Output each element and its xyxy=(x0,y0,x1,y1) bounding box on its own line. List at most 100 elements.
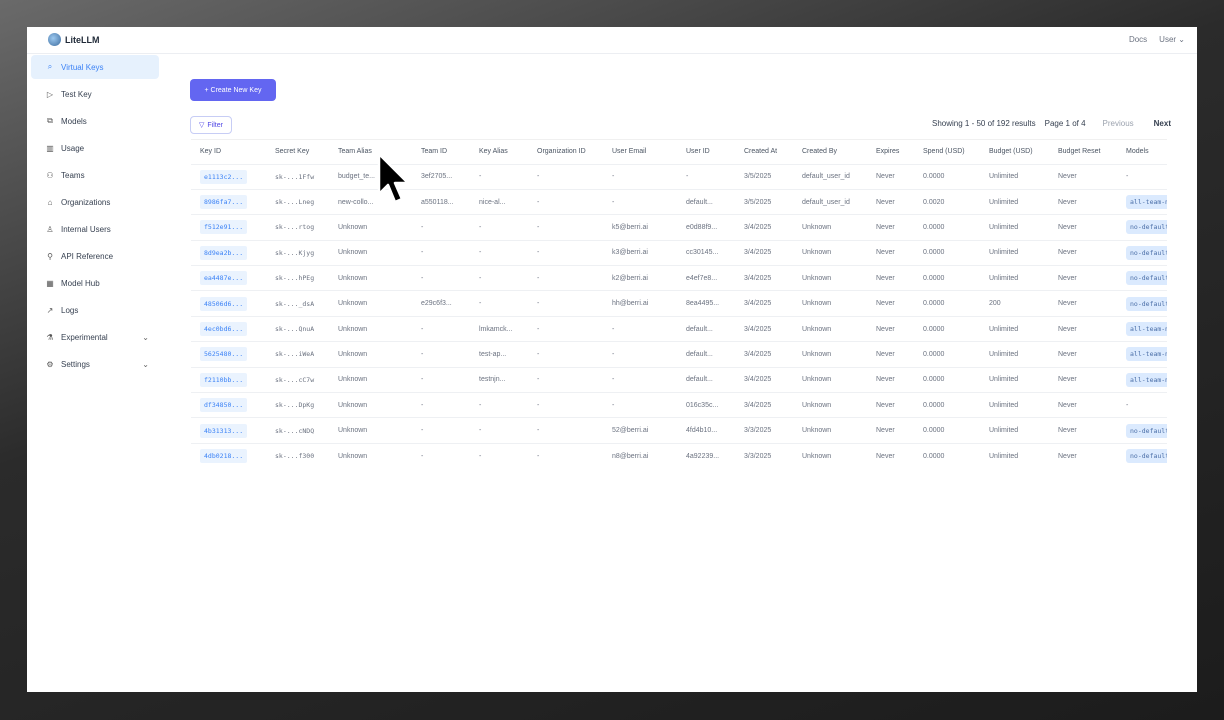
column-header[interactable]: Key ID xyxy=(200,148,222,156)
table-row[interactable]: ea4487e... sk-...hPEg Unknown - - - k2@berri.a… xyxy=(191,265,1167,291)
cell-value: lmkamck... xyxy=(479,325,513,333)
table-cell: sk-...hPEg xyxy=(266,265,329,291)
table-row[interactable]: 4ec0bd6... sk-...QnuA Unknown - lmkamck... - -… xyxy=(191,315,1167,342)
sidebar-item-test-key[interactable]: ▷ Test Key xyxy=(31,82,159,106)
logo[interactable]: LiteLLM xyxy=(48,33,100,46)
column-header[interactable]: Expires xyxy=(876,148,900,156)
key-id-link[interactable]: 5625480... xyxy=(200,347,248,362)
key-id-link[interactable]: 8986fa7... xyxy=(200,195,248,210)
key-id-link[interactable]: e1113c2... xyxy=(200,169,248,184)
table-cell: Unlimited xyxy=(980,366,1049,393)
table-row[interactable]: 8986fa7... sk-...Lneg new-collo... a550118.… xyxy=(191,188,1167,215)
sidebar-item-organizations[interactable]: ⌂ Organizations xyxy=(31,190,159,214)
user-menu[interactable]: User ⌄ xyxy=(1159,35,1185,44)
cell-value: Never xyxy=(1058,198,1077,206)
sidebar-item-api-reference[interactable]: ⚲ API Reference xyxy=(31,244,159,268)
table-row[interactable]: f512e91... sk-...rtog Unknown - - - k5@berri.a… xyxy=(191,214,1167,241)
sidebar-item-virtual-keys[interactable]: ⌕ Virtual Keys xyxy=(31,55,159,79)
cell-value: - xyxy=(612,325,615,333)
table-cell: Never xyxy=(1049,290,1117,317)
filter-button[interactable]: ▽ Filter xyxy=(190,116,232,134)
cell-value: k5@berri.ai xyxy=(612,223,648,231)
cell-value: Unknown xyxy=(802,350,832,358)
table-cell: - xyxy=(603,315,677,342)
key-id-link[interactable]: 4b31313... xyxy=(200,423,248,438)
key-id-link[interactable]: f2110bb... xyxy=(200,372,248,387)
cell-value: 3/4/2025 xyxy=(744,300,772,308)
sidebar-item-logs[interactable]: ↗ Logs xyxy=(31,298,159,322)
column-header[interactable]: User ID xyxy=(686,148,710,156)
cell-value: Unlimited xyxy=(989,350,1019,358)
previous-button[interactable]: Previous xyxy=(1102,119,1134,128)
user-icon: ♙ xyxy=(46,224,54,234)
key-id-link[interactable]: ea4487e... xyxy=(200,271,248,286)
cell-value: - xyxy=(421,249,424,257)
column-header[interactable]: Secret Key xyxy=(275,148,310,156)
column-header[interactable]: Created At xyxy=(744,148,778,156)
column-header[interactable]: Team ID xyxy=(421,148,448,156)
table-cell: 3/4/2025 xyxy=(735,341,793,368)
table-row[interactable]: 4db0218... sk-...f300 Unknown - - - n8@berri.a… xyxy=(191,442,1167,469)
column-header[interactable]: Key Alias xyxy=(479,148,508,156)
docs-link[interactable]: Docs xyxy=(1128,35,1148,44)
key-id-link[interactable]: 8d9ea2b... xyxy=(200,245,248,260)
table-row[interactable]: 8d9ea2b... sk-...Kjyg Unknown - - - k3@berri.a… xyxy=(191,239,1167,266)
cell-value: Unknown xyxy=(338,223,368,231)
cell-value: - xyxy=(479,173,482,181)
table-cell: Unknown xyxy=(329,315,412,342)
table-cell: Unknown xyxy=(793,341,867,368)
key-id-link[interactable]: f512e91... xyxy=(200,220,248,235)
table-cell: 4a92239... xyxy=(677,442,735,469)
sidebar-item-teams[interactable]: ⚇ Teams xyxy=(31,163,159,187)
sidebar-item-model-hub[interactable]: ▦ Model Hub xyxy=(31,271,159,295)
column-header[interactable]: Team Alias xyxy=(338,148,372,156)
cell-value: 8ea4495... xyxy=(686,300,720,308)
sidebar-item-label: Logs xyxy=(61,305,79,315)
key-id-link[interactable]: 48506d6... xyxy=(200,296,248,311)
table-cell: sk-...Kjyg xyxy=(266,239,329,266)
cell-value: - xyxy=(612,173,615,181)
table-cell: Unknown xyxy=(793,315,867,342)
pagination: Showing 1 - 50 of 192 results Page 1 of … xyxy=(923,119,1171,128)
table-cell: - xyxy=(528,265,603,291)
key-id-link[interactable]: 4db0218... xyxy=(200,449,248,464)
table-cell: Unknown xyxy=(329,392,412,418)
table-cell: testnjn... xyxy=(470,366,528,393)
key-id-link[interactable]: 4ec0bd6... xyxy=(200,322,248,337)
table-cell: - xyxy=(528,315,603,342)
secret-key: sk-...Lneg xyxy=(275,198,315,207)
sidebar-item-models[interactable]: ⧉ Models xyxy=(31,109,159,133)
cell-value: - xyxy=(537,452,540,460)
column-header[interactable]: Models xyxy=(1126,148,1149,156)
create-new-key-button[interactable]: + Create New Key xyxy=(190,79,276,101)
sidebar-item-experimental[interactable]: ⚗ Experimental ⌄ xyxy=(31,325,159,349)
table-row[interactable]: 4b31313... sk-...cNDQ Unknown - - - 52@berri.a… xyxy=(191,417,1167,444)
table-row[interactable]: 5625480... sk-...iWeA Unknown - test-ap... - -… xyxy=(191,341,1167,368)
table-cell: 0.0000 xyxy=(914,417,980,444)
column-header[interactable]: Budget Reset xyxy=(1058,148,1101,156)
table-row[interactable]: 48506d6... sk-..._dsA Unknown e29c6f3... - - h… xyxy=(191,290,1167,317)
sidebar-item-settings[interactable]: ⚙ Settings ⌄ xyxy=(31,352,159,376)
column-header[interactable]: Budget (USD) xyxy=(989,148,1033,156)
table-row[interactable]: e1113c2... sk-...1Ffw budget_te... 3ef2705.… xyxy=(191,163,1167,190)
table-row[interactable]: f2110bb... sk-...cC7w Unknown - testnjn... - -… xyxy=(191,366,1167,393)
table-cell: 48506d6... xyxy=(191,290,266,317)
cell-value: Unknown xyxy=(338,300,368,308)
table-cell: k3@berri.ai xyxy=(603,239,677,266)
cell-value: 0.0000 xyxy=(923,300,945,308)
cell-value: budget_te... xyxy=(338,173,375,181)
sidebar-item-internal-users[interactable]: ♙ Internal Users xyxy=(31,217,159,241)
key-id-link[interactable]: df34850... xyxy=(200,398,248,413)
column-header[interactable]: Organization ID xyxy=(537,148,586,156)
table-cell: test-ap... xyxy=(470,341,528,368)
cell-value: cc30145... xyxy=(686,249,719,257)
table-cell: sk-...f300 xyxy=(266,442,329,469)
sidebar-item-usage[interactable]: ▥ Usage xyxy=(31,136,159,160)
table-cell: 0.0000 xyxy=(914,341,980,368)
column-header[interactable]: User Email xyxy=(612,148,647,156)
table-row[interactable]: df34850... sk-...DpKg Unknown - - - - 016c35c..… xyxy=(191,392,1167,418)
column-header[interactable]: Spend (USD) xyxy=(923,148,965,156)
column-header[interactable]: Created By xyxy=(802,148,838,156)
next-button[interactable]: Next xyxy=(1153,119,1171,128)
table-cell: sk-...cC7w xyxy=(266,366,329,393)
